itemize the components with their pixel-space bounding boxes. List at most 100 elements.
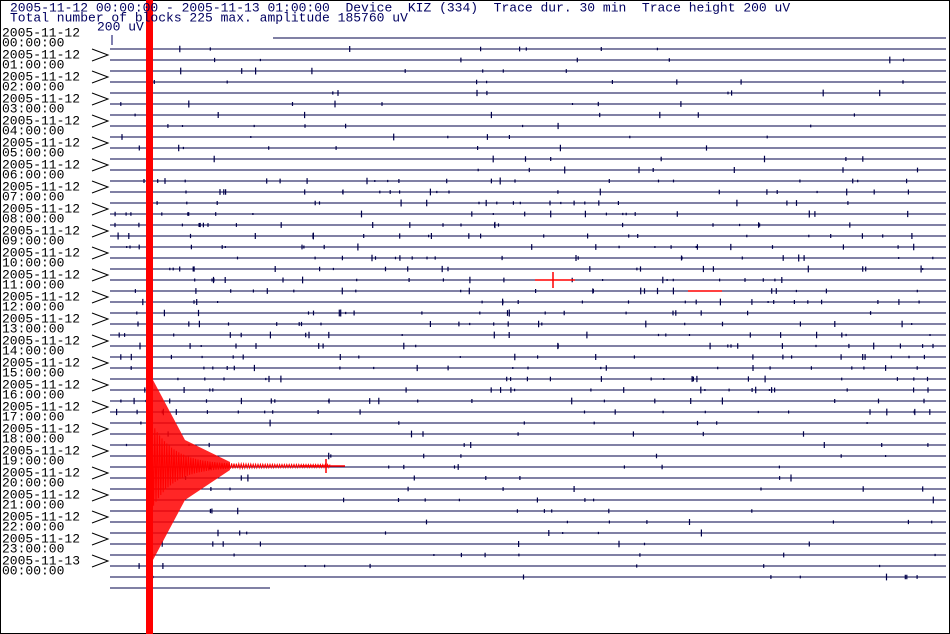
quake-main <box>146 0 153 634</box>
row-arrow <box>91 444 110 458</box>
row-date: 2005-11-13 <box>2 553 80 568</box>
trace-spike <box>126 243 915 251</box>
row-date: 2005-11-12 <box>2 311 80 326</box>
row-date: 2005-11-12 <box>2 289 80 304</box>
row-arrow <box>91 378 110 392</box>
row-arrow <box>91 70 110 84</box>
traces <box>110 37 946 589</box>
row-arrow <box>91 554 110 568</box>
row-time: 22:00:00 <box>2 519 64 534</box>
row-arrow <box>91 268 110 282</box>
trace-spike <box>140 419 868 427</box>
trace-spike <box>332 89 881 97</box>
trace-spike <box>142 298 920 306</box>
row-arrow <box>91 312 110 326</box>
row-time: 20:00:00 <box>2 475 64 490</box>
row-arrow <box>91 158 110 172</box>
row-arrow <box>91 246 110 260</box>
trace-spike <box>185 188 909 196</box>
trace-spike <box>143 177 908 185</box>
row-date: 2005-11-12 <box>2 487 80 502</box>
trace-spike <box>153 79 904 85</box>
row-time: 10:00:00 <box>2 255 64 270</box>
row-date: 2005-11-12 <box>2 157 80 172</box>
header-line: 2005-11-12 00:00:00 - 2005-11-13 01:00:0… <box>10 0 790 15</box>
row-arrow <box>91 202 110 216</box>
trace-spike <box>121 133 768 141</box>
trace-spike <box>210 485 924 493</box>
row-date: 2005-11-12 <box>2 267 80 282</box>
row-date: 2005-11-12 <box>2 47 80 62</box>
trace-spike <box>120 353 925 361</box>
row-time: 07:00:00 <box>2 189 64 204</box>
header-line: Total number of blocks 225 max. amplitud… <box>10 10 408 25</box>
row-time: 03:00:00 <box>2 101 64 116</box>
row-date: 2005-11-12 <box>2 245 80 260</box>
row-arrow <box>91 92 110 106</box>
row-time: 23:00:00 <box>2 541 64 556</box>
row-date: 2005-11-12 <box>2 135 80 150</box>
trace-spike <box>213 155 864 163</box>
quake-envelope <box>153 380 230 560</box>
row-date: 2005-11-12 <box>2 223 80 238</box>
row-date: 2005-11-12 <box>2 333 80 348</box>
trace-spike <box>136 309 872 317</box>
row-time: 12:00:00 <box>2 299 64 314</box>
row-date: 2005-11-12 <box>2 179 80 194</box>
scale-label: 200 uV <box>97 19 144 34</box>
row-time: 15:00:00 <box>2 365 64 380</box>
row-time: 08:00:00 <box>2 211 64 226</box>
trace-spike <box>425 519 933 525</box>
row-time: 00:00:00 <box>2 35 64 50</box>
row-time: 00:00:00 <box>2 563 64 578</box>
trace-spike <box>233 552 936 558</box>
row-time: 21:00:00 <box>2 497 64 512</box>
row-arrow <box>91 532 110 546</box>
trace-spike <box>177 375 929 383</box>
row-date: 2005-11-12 <box>2 421 80 436</box>
trace-spike <box>114 221 851 229</box>
trace-spike <box>114 210 909 218</box>
trace-spike <box>117 232 913 240</box>
trace-spike <box>180 67 567 75</box>
row-arrow <box>91 114 110 128</box>
row-time: 19:00:00 <box>2 453 64 468</box>
trace-spike <box>217 529 702 537</box>
row-arrow <box>91 422 110 436</box>
row-time: 17:00:00 <box>2 409 64 424</box>
row-arrow <box>91 334 110 348</box>
row-time: 01:00:00 <box>2 57 64 72</box>
event-mark <box>535 272 722 292</box>
trace-spike <box>134 287 918 295</box>
row-time: 06:00:00 <box>2 167 64 182</box>
row-arrow <box>91 488 110 502</box>
quake-signal <box>146 0 722 634</box>
row-time: 13:00:00 <box>2 321 64 336</box>
row-arrow <box>91 48 110 62</box>
trace-spike <box>138 144 708 152</box>
row-arrow <box>91 400 110 414</box>
row-arrow <box>91 510 110 524</box>
row-date: 2005-11-12 <box>2 509 80 524</box>
row-time: 05:00:00 <box>2 145 64 160</box>
row-date: 2005-11-12 <box>2 465 80 480</box>
row-date: 2005-11-12 <box>2 91 80 106</box>
row-time: 09:00:00 <box>2 233 64 248</box>
trace-spike <box>156 199 849 207</box>
row-arrow <box>91 180 110 194</box>
row-arrow <box>91 290 110 304</box>
trace-spike <box>139 342 934 350</box>
trace-spike <box>179 45 658 53</box>
trace-spike <box>137 320 913 328</box>
row-date: 2005-11-12 <box>2 113 80 128</box>
row-date: 2005-11-12 <box>2 531 80 546</box>
event-mark <box>300 459 345 473</box>
row-time: 04:00:00 <box>2 123 64 138</box>
trace-spike <box>116 408 931 416</box>
row-date: 2005-11-12 <box>2 443 80 458</box>
row-labels: 2005-11-1200:00:002005-11-1201:00:002005… <box>2 25 110 578</box>
row-time: 02:00:00 <box>2 79 64 94</box>
